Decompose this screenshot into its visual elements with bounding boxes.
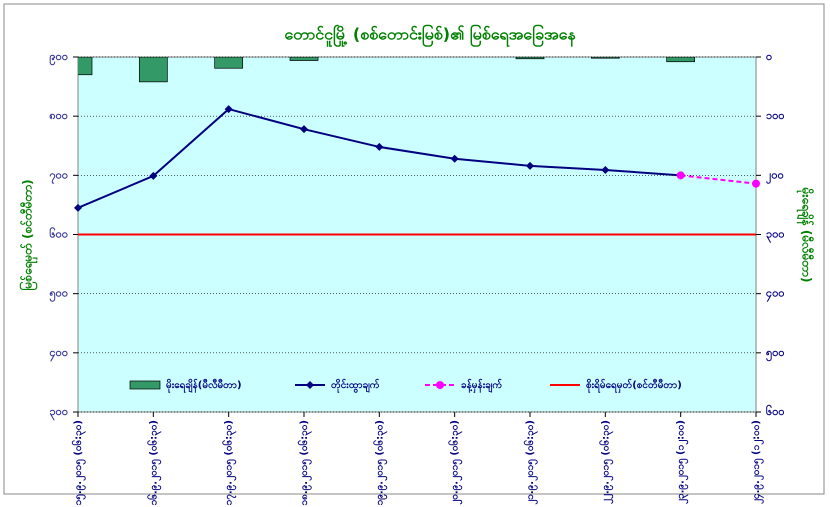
y-tick-label: ၄၀၀ bbox=[49, 346, 68, 362]
x-tick-label: ၂၁.၉.၂၀၁၅ (၀၆:၃၀) bbox=[523, 420, 539, 505]
legend-marker bbox=[306, 381, 314, 389]
y2-tick-label: ၂၀၀ bbox=[766, 168, 784, 184]
x-tick-label: ၂၀.၉.၂၀၁၅ (၀၆:၃၀) bbox=[448, 420, 464, 505]
y-tick-label: ၇၀၀ bbox=[49, 168, 68, 184]
y-tick-label: ၆၀၀ bbox=[49, 228, 68, 241]
x-tick-label: ၁၉.၉.၂၀၁၅ (၀၆:၃၀) bbox=[372, 420, 388, 505]
y2-axis-title: မိုးရေချိန် (မီလီမီတာ) bbox=[796, 187, 816, 283]
line bbox=[680, 174, 756, 185]
rain-bar bbox=[214, 57, 244, 69]
legend-label: တိုင်းထွာချက် bbox=[331, 378, 380, 394]
y-tick-label: ၈၀၀ bbox=[49, 109, 68, 122]
y2-tick-label: ၅၀၀ bbox=[766, 346, 785, 362]
rain-bar bbox=[289, 57, 319, 61]
x-tick-label: ၁၈.၉.၂၀၁၅ (၀၆:၃၀) bbox=[297, 420, 313, 505]
y2-tick-label: ၀ bbox=[766, 50, 772, 63]
legend-marker bbox=[436, 381, 444, 389]
rain-bar bbox=[78, 57, 93, 76]
marker bbox=[601, 166, 610, 175]
marker bbox=[526, 161, 534, 170]
x-tick-label: ၁၇.၉.၂၀၁၅ (၀၆:၃၀) bbox=[222, 420, 238, 505]
y-tick-label: ၅၀၀ bbox=[49, 287, 68, 303]
rain-bar bbox=[515, 57, 545, 60]
y2-tick-label: ၄၀၀ bbox=[766, 287, 785, 303]
rain-bar bbox=[666, 57, 696, 63]
marker bbox=[149, 171, 158, 180]
y2-tick-label: ၁၀၀ bbox=[766, 109, 785, 122]
y2-tick-label: ၆၀၀ bbox=[766, 405, 785, 418]
x-tick-label: ၂၃.၉.၂၀၁၅ (၁၂:၀၀) bbox=[676, 420, 690, 504]
marker bbox=[375, 142, 384, 151]
y-tick-label: ၉၀၀ bbox=[49, 50, 68, 66]
y-axis-title: မြစ်ရေမှတ် (စင်တီမီတာ) bbox=[18, 179, 39, 290]
y2-tick-label: ၃၀၀ bbox=[766, 228, 785, 244]
y-tick-label: ၃၀၀ bbox=[49, 405, 68, 421]
legend-label: မိုးရေချိန်(မီလီမီတာ) bbox=[166, 378, 242, 394]
legend-label: ခန့်မှန်းချက် bbox=[461, 378, 502, 394]
x-tick-label: ၂၂.၉.၂၀၁၅ (၀၆:၃၀) bbox=[598, 420, 614, 504]
x-tick-label: ၂၄.၉.၂၀၁၅ (၁၂:၀၀) bbox=[751, 420, 765, 504]
marker bbox=[450, 154, 459, 163]
x-tick-label: ၁၅.၉.၂၀၁၅ (၀၆:၃၀) bbox=[71, 420, 87, 505]
rain-bar bbox=[138, 57, 168, 83]
marker bbox=[74, 203, 82, 212]
marker bbox=[676, 171, 685, 180]
marker bbox=[752, 179, 760, 188]
x-tick-label: ၁၆.၉.၂၀၁၅ (၀၆:၃၀) bbox=[146, 420, 162, 505]
legend-label: စိုးရိမ်ရေမှတ်(စင်တီမီတာ) bbox=[586, 378, 682, 394]
marker bbox=[300, 125, 308, 134]
legend-swatch bbox=[129, 380, 161, 390]
rain-bar bbox=[590, 57, 620, 59]
marker bbox=[224, 105, 233, 114]
